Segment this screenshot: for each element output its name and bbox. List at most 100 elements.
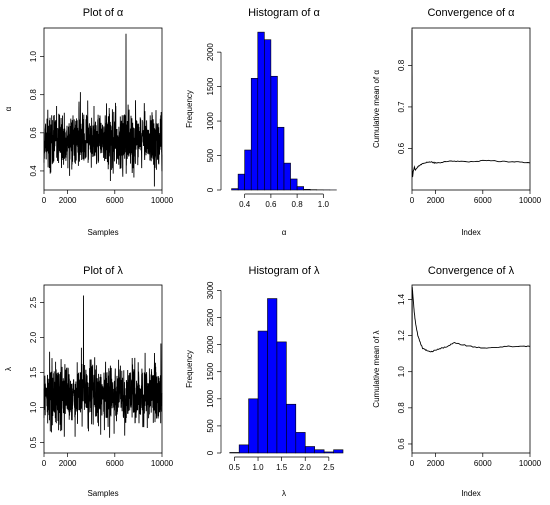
y-tick-label: 0.6 (397, 438, 406, 450)
x-axis-label: Samples (87, 228, 118, 237)
histogram-bar (238, 444, 249, 454)
x-tick-label: 0 (42, 459, 47, 468)
y-tick-label: 2.5 (29, 296, 38, 308)
panel-3: Convergence of α Index Cumulative mean of … (372, 7, 542, 237)
y-tick-label: 1.0 (29, 401, 38, 413)
y-tick-label: 1.5 (29, 366, 38, 378)
panel-4: Plot of λ Samples λ 0 2000 6000 10000 0.5 1.0 1.5… (4, 265, 174, 498)
histogram-bar (304, 446, 315, 454)
histogram-bar (248, 398, 259, 454)
y-tick-label: 0.8 (397, 402, 406, 414)
y-axis-label: Cumulative mean of α (372, 70, 381, 148)
histogram-bar (286, 403, 297, 454)
y-tick-label: 500 (206, 419, 215, 433)
cumulative-mean-line (411, 30, 531, 178)
y-tick-label: 1.0 (397, 366, 406, 378)
y-axis-label: α (4, 106, 13, 111)
y-tick-label: 1.0 (29, 50, 38, 62)
y-axis-label: Frequency (185, 90, 194, 128)
y-tick-label: 2000 (206, 43, 215, 61)
panel-title: Histogram of α (248, 7, 320, 19)
histogram-bar (257, 31, 265, 191)
y-tick-label: 0.7 (397, 101, 406, 113)
histogram-bar (314, 449, 325, 454)
panel-title: Convergence of α (427, 7, 515, 19)
histogram-bar (270, 75, 278, 191)
histogram-bar (250, 78, 259, 191)
x-axis-label: Index (461, 489, 481, 498)
y-tick-label: 0.6 (29, 127, 38, 139)
plot-frame (411, 27, 531, 191)
y-tick-label: 1.4 (397, 293, 406, 305)
x-tick-label: 10000 (151, 459, 174, 468)
x-tick-label: 10000 (151, 196, 174, 205)
histogram-bar (237, 173, 245, 191)
y-tick-label: 1000 (206, 389, 215, 407)
histogram-bar (276, 341, 287, 454)
panel-title: Plot of λ (83, 265, 123, 277)
panel-5: Histogram of λ λ Frequency 0.5 1.0 1.5 2.0 2.5 0… (185, 265, 344, 498)
x-tick-label: 10000 (519, 196, 542, 205)
y-tick-label: 2500 (206, 308, 215, 326)
y-tick-label: 500 (206, 148, 215, 162)
x-tick-label: 0 (410, 459, 415, 468)
x-tick-label: 6000 (474, 196, 492, 205)
y-tick-label: 0.5 (29, 436, 38, 448)
x-tick-label: 0.8 (292, 200, 304, 209)
histogram-bar (264, 39, 272, 191)
plot-frame (411, 284, 531, 454)
x-tick-label: 6000 (106, 196, 124, 205)
x-tick-label: 6000 (474, 459, 492, 468)
y-tick-label: 0.4 (29, 165, 38, 177)
x-tick-label: 1.5 (276, 463, 288, 472)
histogram-bar (283, 162, 291, 191)
histogram-bar (257, 330, 268, 454)
plot-frame (43, 284, 163, 454)
plot-frame (43, 27, 163, 191)
y-tick-label: 1000 (206, 112, 215, 130)
y-tick-label: 2.0 (29, 331, 38, 343)
x-tick-label: 0.4 (239, 200, 251, 209)
x-tick-label: 0 (410, 196, 415, 205)
x-axis-label: Index (461, 228, 481, 237)
y-tick-label: 0.6 (397, 142, 406, 154)
histogram-bar (303, 189, 311, 191)
x-tick-label: 2000 (59, 459, 77, 468)
panel-title: Histogram of λ (249, 265, 320, 277)
x-tick-label: 6000 (106, 459, 124, 468)
x-tick-label: 0.6 (265, 200, 277, 209)
y-tick-label: 1.2 (397, 329, 406, 341)
histogram-bar (296, 186, 304, 191)
y-tick-label: 1500 (206, 362, 215, 380)
x-tick-label: 10000 (519, 459, 542, 468)
y-tick-label: 1500 (206, 77, 215, 95)
y-tick-label: 0.8 (397, 59, 406, 71)
trace-line (43, 33, 163, 187)
panel-title: Convergence of λ (428, 265, 515, 277)
x-axis-label: α (282, 228, 287, 237)
panel-2: Histogram of α α Frequency 0.4 0.6 0.8 1.0 0 500… (185, 7, 337, 237)
x-tick-label: 2000 (427, 196, 445, 205)
x-tick-label: 1.0 (318, 200, 330, 209)
x-tick-label: 2000 (427, 459, 445, 468)
x-axis-label: Samples (87, 489, 118, 498)
histogram-bar (231, 188, 239, 191)
x-tick-label: 0.5 (229, 463, 241, 472)
y-axis-label: λ (4, 367, 13, 371)
x-tick-label: 2.5 (323, 463, 335, 472)
x-axis-label: λ (282, 489, 286, 498)
panel-6: Convergence of λ Index Cumulative mean of … (372, 265, 542, 498)
cumulative-mean-line (411, 286, 531, 452)
histogram-bar (229, 452, 240, 454)
panel-1: Plot of α Samples α 0 2000 6000 10000 0.4 0.6 0.8… (4, 7, 174, 237)
y-tick-label: 3000 (206, 281, 215, 299)
x-tick-label: 2.0 (300, 463, 312, 472)
histogram-bar (277, 126, 285, 191)
histogram-bar (267, 298, 278, 454)
x-tick-label: 2000 (59, 196, 77, 205)
histogram-bar (290, 178, 298, 191)
trace-line (43, 295, 163, 438)
y-axis-label: Cumulative mean of λ (372, 330, 381, 407)
y-axis-label: Frequency (185, 350, 194, 388)
